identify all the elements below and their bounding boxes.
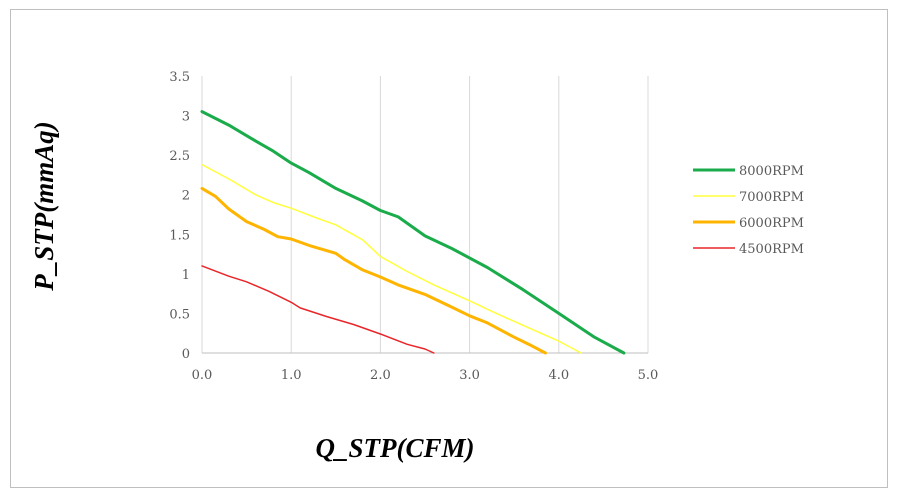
y-tick-label: 0 bbox=[182, 347, 190, 362]
grid-lines bbox=[201, 76, 649, 354]
y-tick-label: 2 bbox=[182, 189, 190, 204]
series-line-7000RPM bbox=[201, 163, 582, 354]
series-lines bbox=[200, 110, 626, 355]
y-tick-label: 3.5 bbox=[169, 70, 190, 85]
x-tick-label: 5.0 bbox=[638, 368, 659, 383]
x-axis-title: Q_STP(CFM) bbox=[315, 433, 474, 463]
y-tick-label: 3 bbox=[182, 110, 190, 125]
y-tick-label: 1.5 bbox=[169, 228, 190, 243]
y-tick-label: 1 bbox=[182, 268, 190, 283]
y-axis-title: P_STP(mmAq) bbox=[29, 121, 59, 292]
legend: 8000RPM 7000RPM 6000RPM 4500RPM bbox=[693, 164, 804, 257]
y-tick-label: 2.5 bbox=[169, 149, 190, 164]
x-tick-label: 1.0 bbox=[281, 368, 302, 383]
legend-label: 7000RPM bbox=[739, 190, 804, 205]
y-tick-labels: 0 0.5 1 1.5 2 2.5 3 3.5 bbox=[169, 70, 190, 362]
legend-label: 6000RPM bbox=[739, 216, 804, 231]
legend-label: 8000RPM bbox=[739, 164, 804, 179]
series-line-6000RPM bbox=[200, 186, 547, 355]
legend-label: 4500RPM bbox=[739, 242, 804, 257]
x-tick-label: 2.0 bbox=[370, 368, 391, 383]
x-tick-label: 3.0 bbox=[459, 368, 480, 383]
y-tick-label: 0.5 bbox=[169, 307, 190, 322]
series-line-8000RPM bbox=[200, 110, 626, 355]
x-tick-label: 0.0 bbox=[192, 368, 213, 383]
series-line-4500RPM bbox=[201, 265, 435, 354]
x-tick-labels: 0.0 1.0 2.0 3.0 4.0 5.0 bbox=[192, 368, 659, 383]
x-tick-label: 4.0 bbox=[548, 368, 569, 383]
